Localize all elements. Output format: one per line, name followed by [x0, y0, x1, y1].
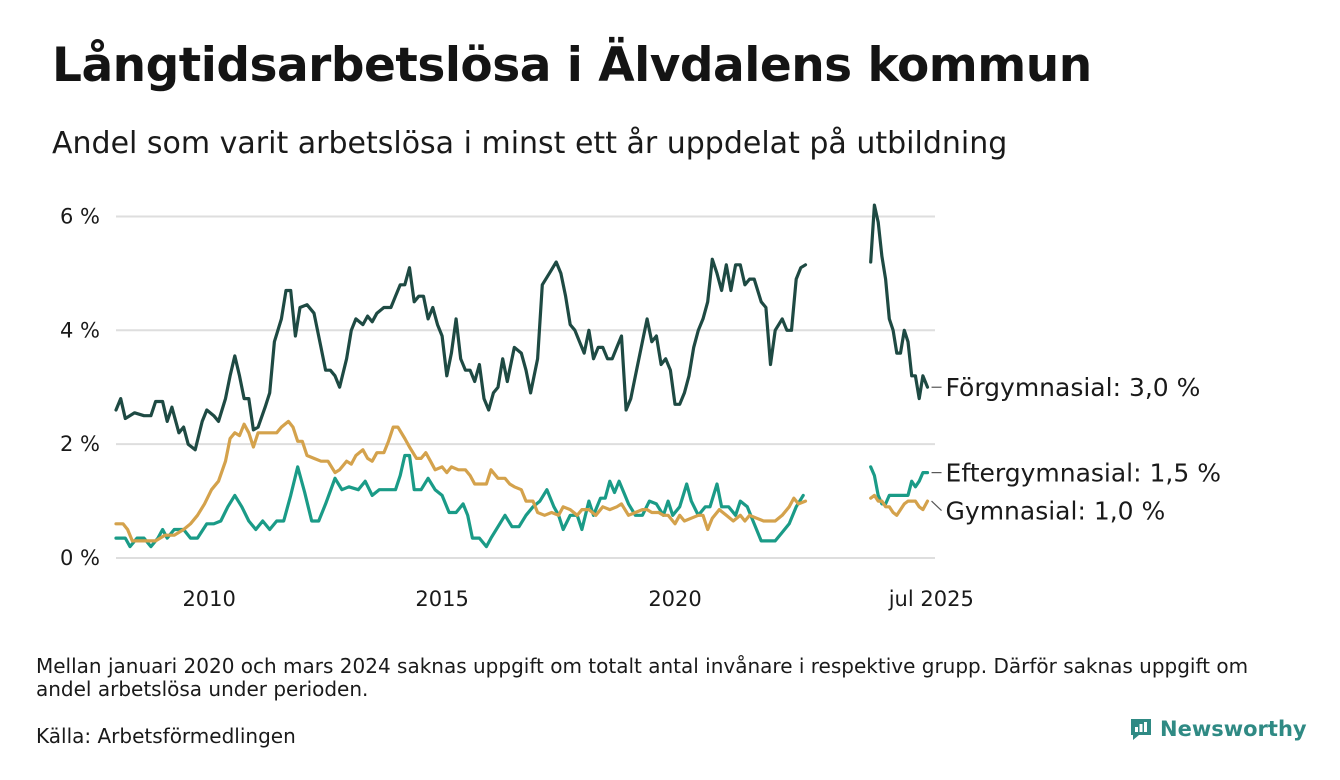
line-chart: 0 % 2 % 4 % 6 % 2010 2015 2020 jul 2025 Förgym…	[60, 203, 1221, 611]
series-line-eftergymnasial-0	[114, 453, 805, 549]
series-end-label-gymnasial: Gymnasial: 1,0 %	[946, 497, 1166, 526]
y-tick-label: 6 %	[60, 204, 100, 228]
chart-title: Långtidsarbetslösa i Älvdalens kommun	[52, 38, 1092, 93]
series-end-label-forgymnasial: Förgymnasial: 3,0 %	[946, 373, 1201, 402]
series-line-gymnasial-0	[114, 419, 808, 543]
series-line-forgymnasial-0	[114, 257, 808, 452]
x-tick-label: 2010	[182, 587, 235, 611]
x-tick-label: jul 2025	[888, 587, 974, 611]
series-lines	[114, 203, 930, 549]
series-line-forgymnasial-1	[869, 203, 930, 401]
source-credit: Källa: Arbetsförmedlingen	[36, 724, 296, 748]
brand-logo[interactable]: Newsworthy	[1128, 716, 1307, 742]
end-label-leader	[931, 500, 942, 512]
series-line-eftergymnasial-1	[869, 465, 930, 506]
y-tick-label: 0 %	[60, 546, 100, 570]
y-tick-label: 2 %	[60, 432, 100, 456]
series-end-label-eftergymnasial: Eftergymnasial: 1,5 %	[946, 459, 1221, 488]
grid-lines	[116, 215, 935, 559]
x-tick-label: 2015	[415, 587, 468, 611]
series-end-labels: Förgymnasial: 3,0 % Eftergymnasial: 1,5 %…	[931, 373, 1221, 526]
brand-name: Newsworthy	[1160, 717, 1307, 741]
chart-subtitle: Andel som varit arbetslösa i minst ett å…	[52, 126, 1008, 161]
y-axis-ticks: 0 % 2 % 4 % 6 %	[60, 204, 100, 570]
footnote: Mellan januari 2020 och mars 2024 saknas…	[36, 654, 1249, 701]
series-line-gymnasial-1	[869, 493, 930, 517]
y-tick-label: 4 %	[60, 318, 100, 342]
x-axis-ticks: 2010 2015 2020 jul 2025	[182, 587, 973, 611]
newsworthy-logo-icon	[1131, 719, 1151, 740]
x-tick-label: 2020	[648, 587, 701, 611]
